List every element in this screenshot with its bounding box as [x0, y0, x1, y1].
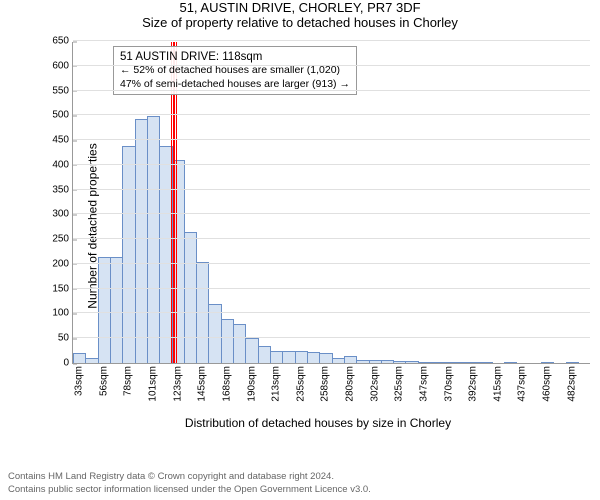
y-tick: 0: [63, 358, 73, 369]
bar: [221, 319, 234, 363]
bar: [122, 146, 135, 363]
bar: [307, 352, 320, 363]
bar: [504, 362, 517, 363]
y-tick: 450: [52, 135, 73, 146]
gridline: [73, 288, 590, 289]
x-tick: 460sqm: [542, 363, 553, 402]
bar: [270, 351, 283, 363]
bar: [479, 362, 492, 363]
page-title: 51, AUSTIN DRIVE, CHORLEY, PR7 3DF: [0, 0, 600, 15]
y-tick: 300: [52, 209, 73, 220]
gridline: [73, 164, 590, 165]
gridline: [73, 189, 590, 190]
bar: [135, 119, 148, 363]
x-tick: 392sqm: [468, 363, 479, 402]
x-tick: 415sqm: [492, 363, 503, 402]
gridline: [73, 40, 590, 41]
x-tick: 258sqm: [320, 363, 331, 402]
gridline: [73, 337, 590, 338]
bar: [319, 353, 332, 363]
gridline: [73, 139, 590, 140]
y-tick: 600: [52, 60, 73, 71]
bar: [295, 351, 308, 363]
y-tick: 200: [52, 258, 73, 269]
x-tick: 280sqm: [345, 363, 356, 402]
gridline: [73, 90, 590, 91]
x-tick: 101sqm: [148, 363, 159, 402]
bar: [282, 351, 295, 363]
bar: [147, 116, 160, 363]
y-tick: 550: [52, 85, 73, 96]
x-tick: 370sqm: [443, 363, 454, 402]
x-tick: 190sqm: [246, 363, 257, 402]
bar: [258, 346, 271, 363]
bar: [405, 361, 418, 363]
bar: [85, 358, 98, 363]
gridline: [73, 65, 590, 66]
x-axis-label: Distribution of detached houses by size …: [185, 416, 451, 430]
plot-area: 33sqm56sqm78sqm101sqm123sqm145sqm168sqm1…: [72, 42, 590, 364]
bar: [430, 362, 443, 363]
x-tick: 145sqm: [197, 363, 208, 402]
bar: [110, 257, 123, 363]
gridline: [73, 213, 590, 214]
chart: Number of detached properties 33sqm56sqm…: [44, 36, 592, 416]
info-line-smaller: ← 52% of detached houses are smaller (1,…: [120, 64, 350, 77]
footer-line1: Contains HM Land Registry data © Crown c…: [8, 471, 371, 483]
bar: [73, 353, 86, 363]
y-tick: 350: [52, 184, 73, 195]
bar: [245, 338, 258, 363]
y-tick: 400: [52, 159, 73, 170]
bar: [455, 362, 468, 363]
x-tick: 56sqm: [98, 363, 109, 396]
x-tick: 347sqm: [418, 363, 429, 402]
y-tick: 100: [52, 308, 73, 319]
x-tick: 168sqm: [221, 363, 232, 402]
x-tick: 302sqm: [369, 363, 380, 402]
y-tick: 500: [52, 110, 73, 121]
x-tick: 78sqm: [123, 363, 134, 396]
bar: [233, 324, 246, 364]
bar: [184, 232, 197, 363]
x-tick: 437sqm: [517, 363, 528, 402]
footer: Contains HM Land Registry data © Crown c…: [8, 471, 371, 496]
gridline: [73, 238, 590, 239]
y-tick: 150: [52, 283, 73, 294]
y-tick: 250: [52, 234, 73, 245]
x-tick: 33sqm: [74, 363, 85, 396]
y-tick: 50: [58, 333, 73, 344]
bar: [332, 358, 345, 363]
y-tick: 650: [52, 36, 73, 47]
info-box: 51 AUSTIN DRIVE: 118sqm ← 52% of detache…: [113, 46, 357, 95]
bar: [381, 360, 394, 363]
x-tick: 213sqm: [271, 363, 282, 402]
x-tick: 235sqm: [295, 363, 306, 402]
x-tick: 123sqm: [172, 363, 183, 402]
bar: [98, 257, 111, 363]
x-tick: 325sqm: [394, 363, 405, 402]
gridline: [73, 312, 590, 313]
page-subtitle: Size of property relative to detached ho…: [0, 15, 600, 30]
bar: [344, 356, 357, 363]
info-title: 51 AUSTIN DRIVE: 118sqm: [120, 50, 350, 64]
gridline: [73, 114, 590, 115]
x-tick: 482sqm: [566, 363, 577, 402]
footer-line2: Contains public sector information licen…: [8, 484, 371, 496]
bar: [356, 360, 369, 363]
gridline: [73, 263, 590, 264]
